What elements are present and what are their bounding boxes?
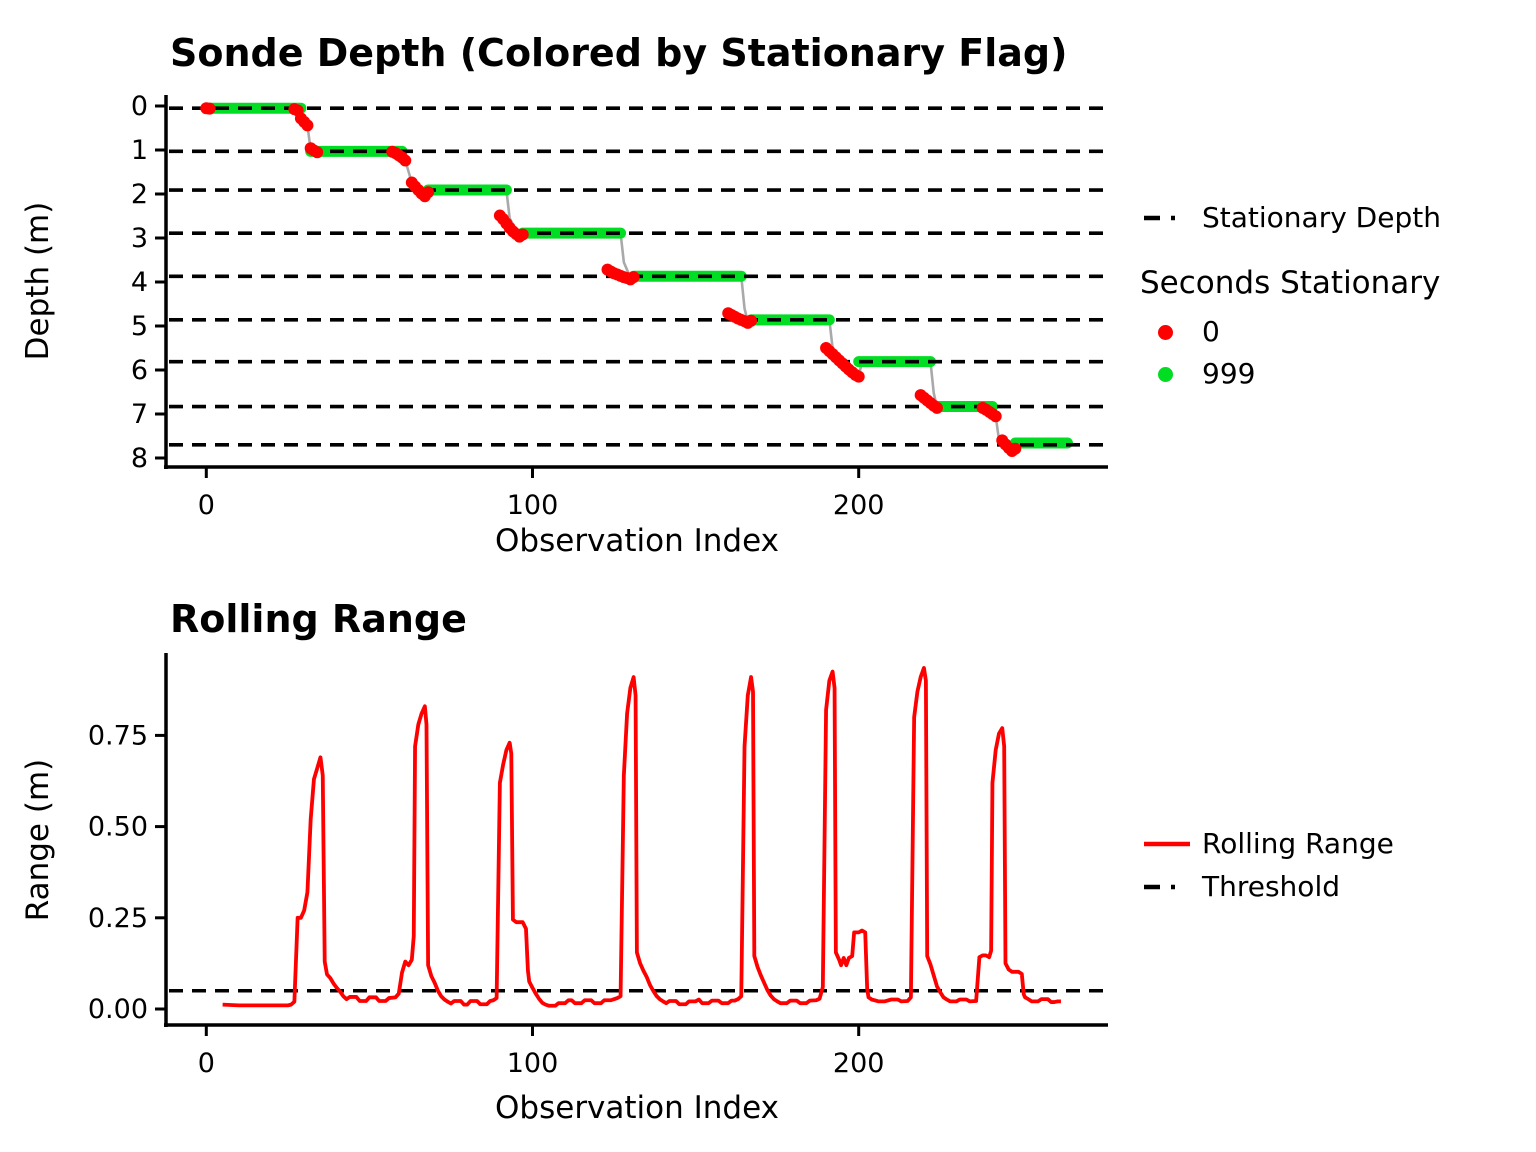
legend-label-stationary-depth: Stationary Depth — [1202, 200, 1441, 234]
red-scatter-point — [516, 228, 529, 241]
dashed-line-marker-icon — [1138, 214, 1202, 222]
depth-xaxis-label: Observation Index — [495, 523, 779, 559]
rolling-range-line — [222, 666, 1061, 1008]
red-scatter-point — [989, 410, 1002, 423]
legend-item-seconds-0: 0 — [1138, 311, 1536, 353]
threshold-dash-marker-icon — [1138, 883, 1202, 891]
legend-item-seconds-999: 999 — [1138, 353, 1536, 395]
red-scatter-point — [1009, 442, 1022, 455]
red-dot-marker-icon — [1138, 324, 1202, 340]
red-scatter-point — [627, 271, 640, 284]
depth-legend: Stationary Depth Seconds Stationary 0 99… — [1138, 196, 1536, 395]
x-tick-label: 0 — [198, 1048, 215, 1079]
red-scatter-point — [399, 154, 412, 167]
range-line-layer — [222, 666, 1061, 1008]
y-tick-label: 0.50 — [88, 812, 148, 843]
range-legend: Rolling Range Threshold — [1138, 822, 1536, 908]
red-line-marker-icon — [1138, 840, 1202, 848]
x-tick-label: 0 — [198, 490, 215, 521]
y-tick-label: 0.25 — [88, 903, 148, 934]
y-tick-label: 7 — [131, 399, 148, 430]
y-tick-label: 0.75 — [88, 720, 148, 751]
legend-label-rolling-range: Rolling Range — [1202, 826, 1394, 860]
depth-axes-layer: 0 1 2 3 4 5 6 7 8 0 100 200 — [131, 91, 1108, 521]
depth-chart-title: Sonde Depth (Colored by Stationary Flag) — [170, 31, 1067, 75]
y-tick-label: 1 — [131, 135, 148, 166]
red-scatter-point — [301, 119, 314, 132]
y-tick-label: 3 — [131, 223, 148, 254]
y-tick-label: 0 — [131, 91, 148, 122]
range-yaxis-label: Range (m) — [20, 759, 56, 922]
red-scatter-point — [422, 186, 435, 199]
range-axes-layer: 0.00 0.25 0.50 0.75 0 100 200 — [88, 653, 1108, 1079]
red-line-marker-svg — [1144, 841, 1190, 846]
x-tick-label: 200 — [833, 490, 885, 521]
depth-yaxis-label: Depth (m) — [20, 202, 56, 361]
y-tick-label: 2 — [131, 179, 148, 210]
legend-item-rolling-range: Rolling Range — [1138, 822, 1536, 865]
legend-label-0: 0 — [1202, 315, 1220, 348]
scatter-red-layer — [200, 102, 1022, 457]
y-tick-label: 0.00 — [88, 994, 148, 1025]
red-scatter-point — [745, 314, 758, 327]
green-dot — [1158, 366, 1173, 382]
y-tick-label: 8 — [131, 443, 148, 474]
x-tick-label: 200 — [833, 1048, 885, 1079]
threshold-dash-marker-svg — [1144, 884, 1190, 889]
y-tick-label: 4 — [131, 267, 148, 298]
green-dot-marker-icon — [1138, 366, 1202, 382]
x-tick-label: 100 — [507, 490, 559, 521]
dashed-line-marker-svg — [1144, 215, 1190, 220]
red-scatter-point — [311, 146, 324, 159]
legend-item-threshold: Threshold — [1138, 865, 1536, 908]
y-tick-label: 6 — [131, 355, 148, 386]
legend-group-title: Seconds Stationary — [1140, 265, 1441, 301]
legend-label-threshold: Threshold — [1202, 869, 1340, 903]
red-scatter-point — [203, 102, 216, 115]
range-xaxis-label: Observation Index — [495, 1090, 779, 1126]
red-dot — [1158, 324, 1173, 340]
range-chart-title: Rolling Range — [170, 597, 467, 641]
y-tick-label: 5 — [131, 311, 148, 342]
legend-item-stationary-depth: Stationary Depth — [1138, 196, 1536, 239]
red-scatter-point — [852, 370, 865, 383]
x-tick-label: 100 — [507, 1048, 559, 1079]
red-scatter-point — [930, 401, 943, 414]
legend-label-999: 999 — [1202, 357, 1256, 390]
